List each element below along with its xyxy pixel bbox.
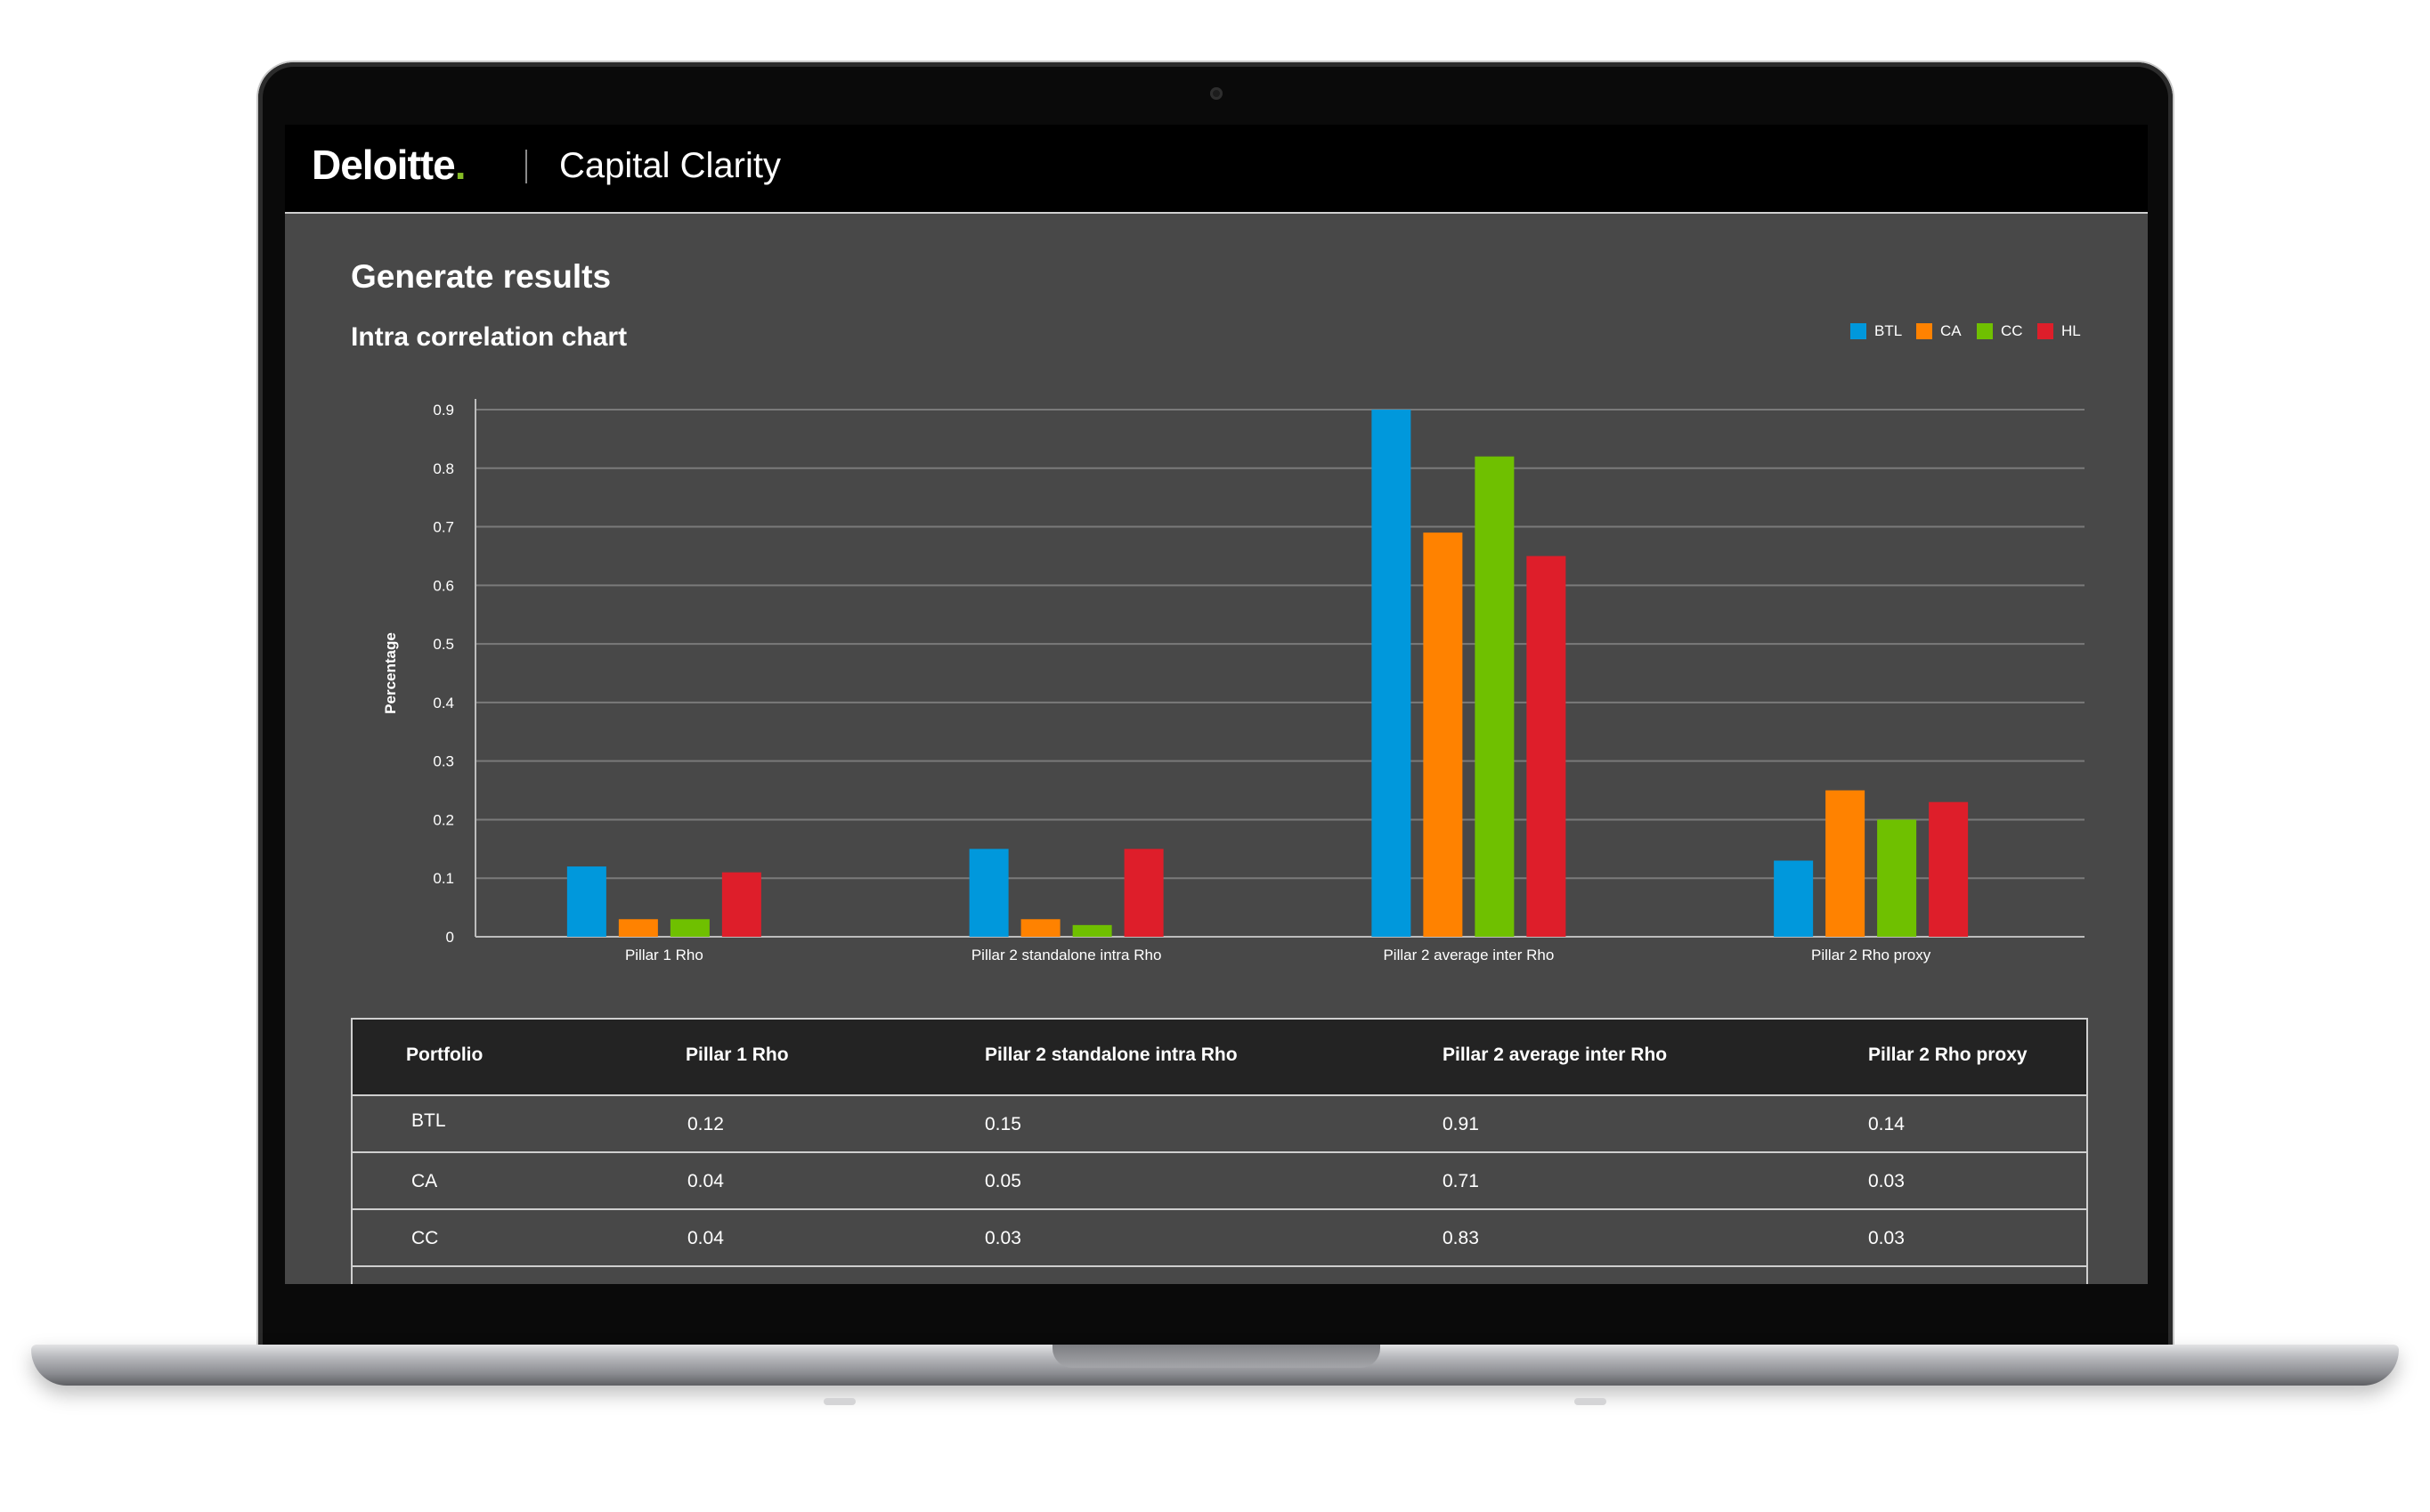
- header-divider: [525, 150, 527, 183]
- y-tick-label: 0.6: [433, 577, 454, 594]
- table-row[interactable]: CC 0.04 0.03 0.83 0.03: [353, 1210, 2086, 1267]
- bar-hl: [1526, 556, 1566, 937]
- intra-correlation-chart: 0 0.1 0.2 0.3 0.4 0.5 0.6 0.7 0.8 0.9 Percentage Pi…: [382, 399, 2085, 963]
- table-row-partial: [353, 1267, 2086, 1284]
- y-tick-label: 0.1: [433, 870, 454, 887]
- legend-item-ca[interactable]: CA: [1916, 322, 1962, 340]
- y-tick-label: 0.8: [433, 460, 454, 477]
- cell-pillar2-average: 0.83: [1443, 1228, 1479, 1248]
- deloitte-logo[interactable]: Deloitte.: [312, 141, 467, 189]
- bar-ca: [1423, 532, 1463, 937]
- header-pillar2-average[interactable]: Pillar 2 average inter Rho: [1443, 1045, 1668, 1065]
- camera-icon: [1210, 87, 1223, 100]
- laptop-notch: [1052, 1345, 1380, 1368]
- header-portfolio[interactable]: Portfolio: [406, 1045, 484, 1065]
- cell-pillar2-standalone: 0.03: [985, 1228, 1021, 1248]
- legend-label-ca: CA: [1940, 322, 1962, 339]
- cell-portfolio: CC: [411, 1228, 439, 1248]
- legend-label-cc: CC: [2001, 322, 2023, 339]
- legend-item-cc[interactable]: CC: [1977, 322, 2023, 340]
- y-tick-label: 0.5: [433, 636, 454, 653]
- legend-swatch-cc: [1977, 323, 1993, 339]
- cell-pillar1: 0.04: [687, 1228, 724, 1248]
- bar-hl: [721, 872, 761, 937]
- page-title: Generate results: [351, 258, 612, 295]
- header-pillar1-rho[interactable]: Pillar 1 Rho: [686, 1045, 789, 1065]
- y-tick-label: 0.3: [433, 753, 454, 770]
- cell-pillar2-standalone: 0.15: [985, 1114, 1021, 1134]
- bar-btl: [1774, 860, 1814, 937]
- table-row[interactable]: CA 0.04 0.05 0.71 0.03: [353, 1153, 2086, 1210]
- cell-pillar2-proxy: 0.03: [1868, 1171, 1905, 1191]
- cell-pillar2-standalone: 0.05: [985, 1171, 1021, 1191]
- brand-dot: .: [454, 142, 467, 188]
- y-tick-label: 0.2: [433, 811, 454, 828]
- cell-pillar2-average: 0.71: [1443, 1171, 1479, 1191]
- x-category-label: Pillar 2 standalone intra Rho: [971, 947, 1162, 963]
- legend-swatch-btl: [1850, 323, 1866, 339]
- bar-cc: [1877, 819, 1917, 937]
- app-name: Capital Clarity: [559, 146, 781, 185]
- legend-label-btl: BTL: [1874, 322, 1903, 339]
- bar-cc: [1475, 456, 1515, 937]
- bar-ca: [618, 919, 658, 937]
- table-header-row: Portfolio Pillar 1 Rho Pillar 2 standalo…: [353, 1020, 2086, 1096]
- bar-btl: [969, 849, 1009, 937]
- x-category-label: Pillar 2 Rho proxy: [1811, 947, 1931, 963]
- legend-item-hl[interactable]: HL: [2037, 322, 2081, 340]
- legend-label-hl: HL: [2061, 322, 2081, 339]
- cell-portfolio: CA: [411, 1171, 438, 1191]
- cell-pillar2-proxy: 0.03: [1868, 1228, 1905, 1248]
- y-tick-label: 0.9: [433, 402, 454, 419]
- cell-pillar2-proxy: 0.14: [1868, 1114, 1905, 1134]
- header-pillar2-standalone[interactable]: Pillar 2 standalone intra Rho: [985, 1045, 1238, 1065]
- y-axis-title: Percentage: [382, 632, 399, 714]
- y-tick-label: 0: [446, 929, 454, 946]
- brand-text: Deloitte: [312, 142, 456, 188]
- bar-btl: [566, 866, 606, 937]
- y-tick-label: 0.4: [433, 695, 454, 711]
- y-tick-label: 0.7: [433, 519, 454, 536]
- bar-ca: [1020, 919, 1061, 937]
- bar-hl: [1124, 849, 1164, 937]
- cell-pillar1: 0.12: [687, 1114, 724, 1134]
- laptop-foot: [824, 1398, 856, 1405]
- app-screen: Deloitte. Capital Clarity Generate resul…: [285, 125, 2148, 1284]
- bar-ca: [1825, 790, 1865, 937]
- app-header: Deloitte. Capital Clarity: [285, 125, 2148, 214]
- bar-cc: [1072, 924, 1112, 937]
- x-category-label: Pillar 2 average inter Rho: [1383, 947, 1554, 963]
- bar-hl: [1929, 801, 1969, 937]
- legend-item-btl[interactable]: BTL: [1850, 322, 1902, 340]
- bar-cc: [670, 919, 710, 937]
- laptop-foot: [1574, 1398, 1606, 1405]
- cell-pillar2-average: 0.91: [1443, 1114, 1479, 1134]
- results-table: Portfolio Pillar 1 Rho Pillar 2 standalo…: [351, 1018, 2088, 1284]
- bar-btl: [1371, 410, 1411, 937]
- cell-pillar1: 0.04: [687, 1171, 724, 1191]
- header-pillar2-proxy[interactable]: Pillar 2 Rho proxy: [1868, 1045, 2028, 1065]
- legend-swatch-ca: [1916, 323, 1932, 339]
- legend-swatch-hl: [2037, 323, 2053, 339]
- x-category-label: Pillar 1 Rho: [625, 947, 703, 963]
- cell-portfolio: BTL: [411, 1110, 446, 1131]
- table-row[interactable]: BTL 0.12 0.15 0.91 0.14: [353, 1096, 2086, 1153]
- chart-title: Intra correlation chart: [351, 322, 628, 352]
